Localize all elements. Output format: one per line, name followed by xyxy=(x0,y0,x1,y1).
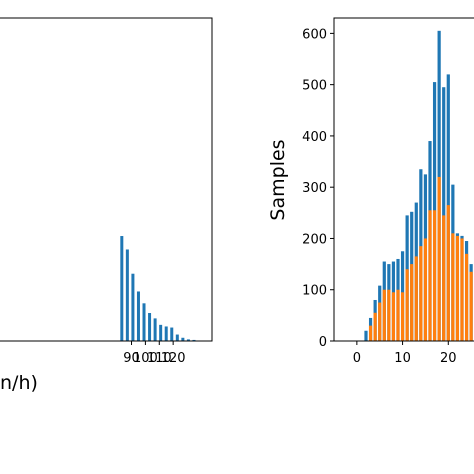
right-y-tick-label: 300 xyxy=(302,181,327,196)
left-x-tick-label: 110 xyxy=(147,351,172,366)
left-bar xyxy=(142,303,146,341)
left-bar xyxy=(181,337,185,341)
left-bar xyxy=(186,339,190,341)
right-bar-orange xyxy=(455,235,460,341)
right-bar-blue xyxy=(442,87,446,341)
right-bars xyxy=(364,30,473,342)
right-bar-blue xyxy=(364,330,368,341)
left-bar xyxy=(131,273,135,341)
right-x-ticks: 0 10 20 xyxy=(353,341,457,366)
left-x-tick-label: 100 xyxy=(133,351,158,366)
right-y-tick-label: 200 xyxy=(302,232,327,247)
right-bar-orange xyxy=(446,205,450,341)
right-y-axis-label: Samples xyxy=(267,139,289,220)
right-chart: 0 100 200 300 400 500 600 0 10 20 Samples xyxy=(267,17,474,366)
left-bar xyxy=(136,291,140,341)
right-axes-frame xyxy=(333,17,474,342)
right-y-tick-label: 500 xyxy=(302,79,327,94)
right-bar-orange xyxy=(432,210,437,341)
right-bar-orange xyxy=(464,253,469,341)
right-y-tick-label: 600 xyxy=(302,27,327,42)
left-bar xyxy=(170,327,174,341)
right-bar-orange xyxy=(419,246,423,341)
right-bar-orange xyxy=(400,292,405,341)
right-y-tick-label: 400 xyxy=(302,130,327,145)
left-bars xyxy=(120,236,196,341)
right-bar-orange xyxy=(437,176,441,341)
right-bar-orange xyxy=(373,312,377,341)
left-bar xyxy=(192,339,196,341)
right-bar-orange xyxy=(387,289,391,341)
right-x-tick-label: 10 xyxy=(394,351,411,366)
right-bar-orange xyxy=(378,302,382,341)
left-bar xyxy=(175,334,179,341)
right-bar-orange xyxy=(428,210,432,341)
left-bar xyxy=(120,236,124,341)
left-x-axis-label: n/h) xyxy=(0,372,38,394)
left-bar xyxy=(164,326,168,341)
right-bar-orange xyxy=(396,289,400,341)
right-bar-orange xyxy=(391,292,396,341)
left-bar xyxy=(153,318,157,341)
right-x-tick-label: 20 xyxy=(440,351,457,366)
right-y-tick-label: 100 xyxy=(302,284,327,299)
right-bar-orange xyxy=(460,238,464,341)
right-x-tick-label: 0 xyxy=(353,351,361,366)
right-y-ticks: 0 100 200 300 400 500 600 xyxy=(302,27,334,350)
left-axes-frame xyxy=(0,17,213,342)
right-bar-orange xyxy=(442,215,446,341)
right-bar-orange xyxy=(451,233,455,341)
left-bar xyxy=(159,324,163,341)
right-y-tick-label: 0 xyxy=(319,335,327,350)
right-bar-orange xyxy=(382,289,386,341)
right-bar-orange xyxy=(423,238,428,341)
left-x-tick-label: 120 xyxy=(161,351,186,366)
left-x-tick-label: 90 xyxy=(123,351,140,366)
left-bar xyxy=(125,249,129,341)
right-bar-orange xyxy=(410,264,414,341)
left-bar xyxy=(148,313,152,341)
right-bar-orange xyxy=(368,325,373,341)
right-bar-orange xyxy=(405,269,409,341)
right-bar-orange xyxy=(414,256,418,341)
right-bar-orange xyxy=(469,271,473,341)
